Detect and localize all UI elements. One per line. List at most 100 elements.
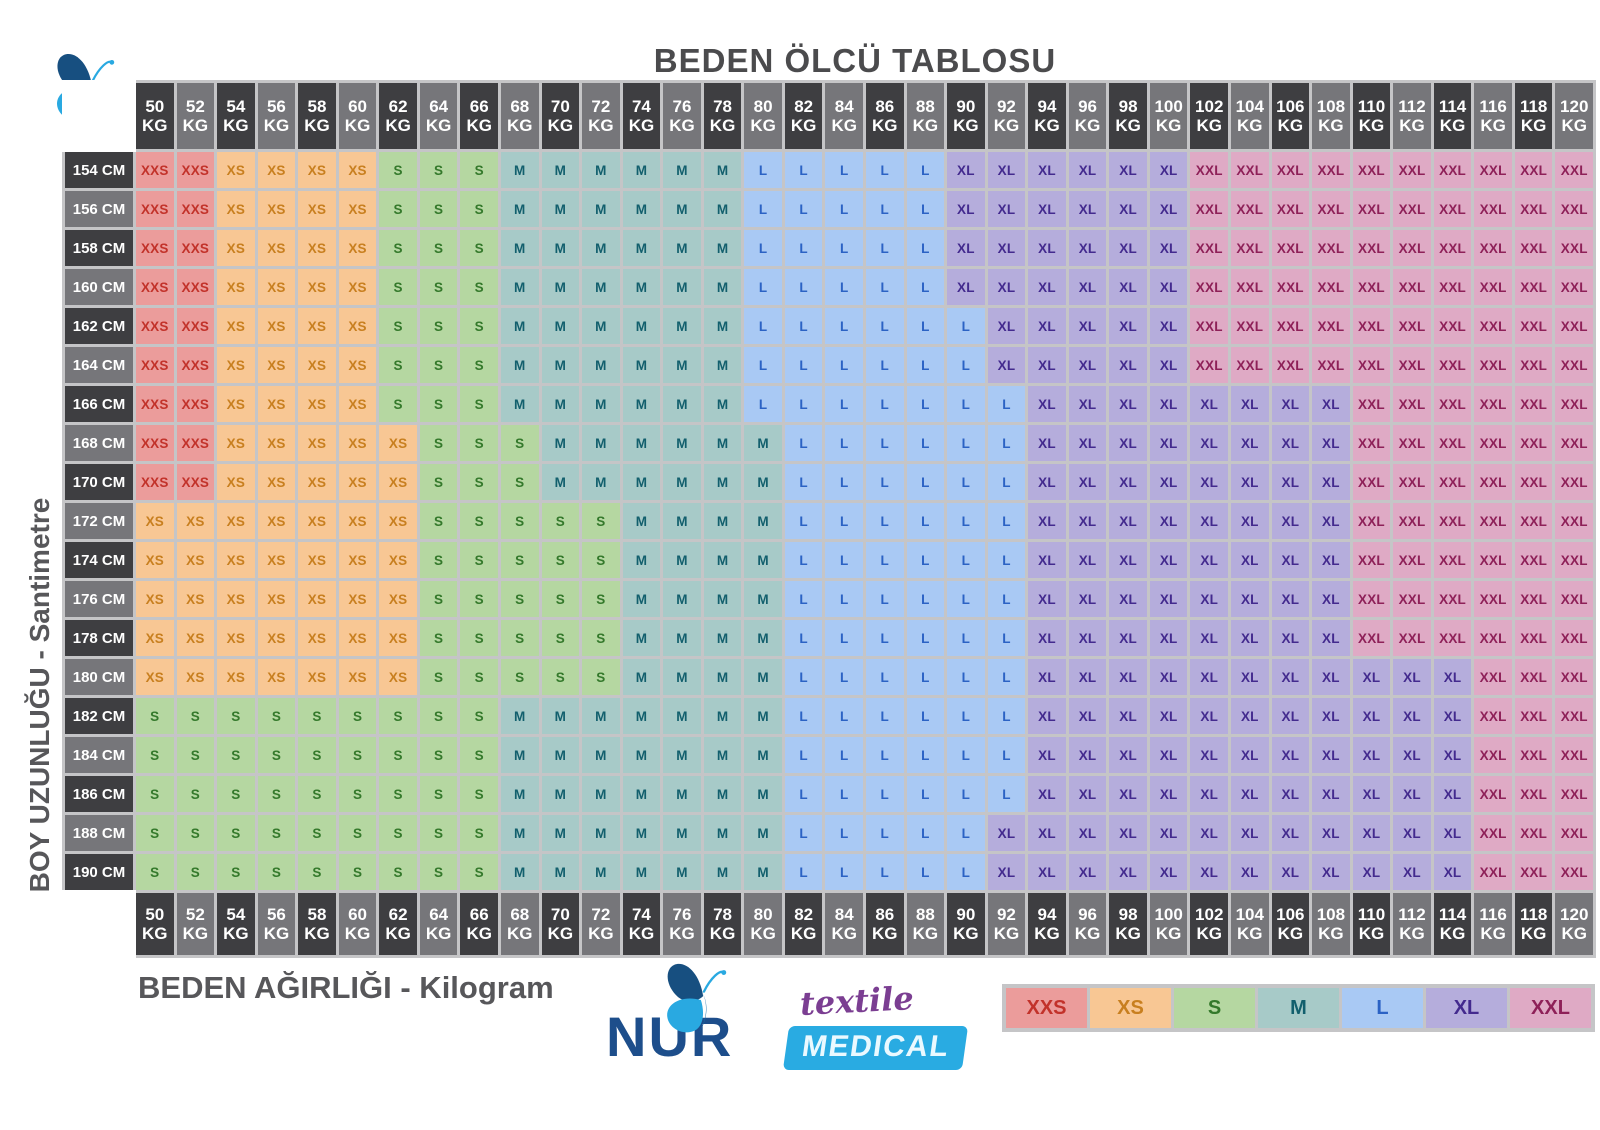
size-cell: XXL [1433,269,1472,305]
size-cell: L [744,347,782,383]
size-cell: L [784,581,823,617]
size-cell: M [663,659,701,695]
weight-header-cell: 92 KG [987,83,1026,149]
size-cell: XXL [1393,386,1431,422]
size-cell: M [622,581,661,617]
size-cell: S [176,854,215,890]
size-cell: L [866,191,904,227]
weight-header-cell: 82 KG [784,893,823,955]
size-cell: XS [257,581,296,617]
size-cell: XL [1028,854,1066,890]
size-cell: S [176,776,215,812]
size-cell: M [744,542,782,578]
size-cell: S [501,425,539,461]
size-cell: XXL [1474,152,1512,188]
size-cell: M [622,620,661,656]
size-cell: XS [338,581,377,617]
size-cell: M [501,230,539,266]
size-cell: M [663,620,701,656]
size-cell: S [379,191,417,227]
size-cell: L [784,425,823,461]
size-cell: S [460,191,498,227]
size-cell: XXL [1474,269,1512,305]
size-cell: L [866,542,904,578]
size-cell: XXL [1514,347,1553,383]
size-cell: XL [1149,269,1188,305]
size-cell: XXS [136,191,174,227]
size-cell: XL [1231,659,1269,695]
size-cell: S [460,659,498,695]
size-cell: XXL [1393,503,1431,539]
size-cell: L [987,581,1026,617]
size-cell: XS [217,230,255,266]
size-cell: M [622,191,661,227]
size-cell: L [744,230,782,266]
size-cell: XL [1352,737,1391,773]
size-cell: XXL [1190,308,1228,344]
size-cell: M [744,581,782,617]
size-cell: XXL [1555,191,1593,227]
size-cell: M [622,815,661,851]
size-cell: L [825,191,863,227]
size-cell: XS [338,230,377,266]
size-cell: XL [987,308,1026,344]
size-cell: L [906,737,945,773]
size-cell: XL [1231,542,1269,578]
size-cell: S [460,308,498,344]
size-cell: L [947,347,985,383]
legend-item-l: L [1342,988,1423,1028]
weight-header-cell: 88 KG [906,893,945,955]
size-cell: XL [1068,581,1107,617]
size-cell: XL [1149,152,1188,188]
size-cell: XXL [1474,503,1512,539]
size-cell: M [703,776,742,812]
size-cell: M [703,230,742,266]
size-cell: M [541,425,580,461]
size-cell: XS [298,620,336,656]
size-cell: L [906,152,945,188]
size-cell: XXL [1231,308,1269,344]
size-cell: XXL [1555,854,1593,890]
size-cell: XXL [1271,191,1310,227]
size-cell: XL [1312,698,1350,734]
weight-header-cell: 60 KG [338,83,377,149]
size-cell: S [460,503,498,539]
size-cell: L [866,659,904,695]
size-cell: S [298,698,336,734]
size-cell: S [298,776,336,812]
size-cell: XS [379,425,417,461]
size-cell: M [703,542,742,578]
size-cell: S [338,815,377,851]
size-cell: XXS [176,386,215,422]
size-cell: M [541,776,580,812]
size-cell: XXL [1271,152,1310,188]
size-cell: S [379,269,417,305]
size-cell: M [541,854,580,890]
size-cell: XL [1231,464,1269,500]
size-cell: XXS [136,425,174,461]
size-cell: XXL [1433,230,1472,266]
size-cell: XXL [1514,191,1553,227]
size-cell: XL [1149,191,1188,227]
size-cell: M [744,503,782,539]
size-cell: XXL [1190,269,1228,305]
size-cell: S [460,542,498,578]
size-cell: S [379,737,417,773]
size-cell: L [866,425,904,461]
size-cell: XS [176,542,215,578]
size-cell: XXL [1433,191,1472,227]
weight-header-cell: 50 KG [136,83,174,149]
size-cell: XS [338,347,377,383]
size-cell: L [744,152,782,188]
size-cell: XL [1028,815,1066,851]
size-cell: L [866,815,904,851]
size-cell: XL [1149,776,1188,812]
size-cell: XXL [1474,854,1512,890]
weight-header-cell: 108 KG [1312,893,1350,955]
size-cell: M [582,386,620,422]
size-cell: L [784,347,823,383]
weight-header-cell: 100 KG [1149,893,1188,955]
size-cell: M [541,152,580,188]
legend-item-xxs: XXS [1006,988,1087,1028]
size-cell: XL [947,269,985,305]
